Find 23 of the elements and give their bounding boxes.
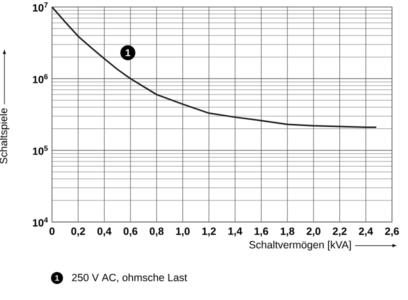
x-tick-label: 2,2 (332, 228, 347, 236)
annotation: 1 (126, 49, 130, 56)
y-tick-label: 10$^{5}$ (32, 146, 48, 155)
x-tick-label: 1,4 (228, 228, 242, 236)
x-tick-label: 0,4 (97, 228, 112, 236)
line-series (51, 6, 378, 128)
x-tick-label: 1,8 (280, 228, 294, 236)
x-axis-title: Schaltvermögen [kVA] (249, 240, 351, 251)
x-tick-label: 2,0 (306, 228, 320, 236)
y-tick-label: 10$^{6}$ (32, 74, 48, 84)
y-axis-title: Schaltspiele (0, 108, 10, 164)
x-tick-label: 0,6 (124, 228, 138, 236)
x-tick-label: 0,2 (71, 228, 85, 236)
x-tick-label: 1,2 (202, 228, 216, 236)
text: 250 V AC, ohmsche Last (72, 274, 188, 282)
x-tick-label: 1,6 (254, 228, 268, 236)
x-tick-label: 0 (49, 228, 54, 235)
y-tick-label: 10$^{7}$ (32, 2, 48, 12)
x-tick-label: 2,4 (358, 228, 374, 236)
x-tick-label: 0,8 (150, 228, 164, 236)
x-tick-label: 2,6 (385, 228, 399, 236)
y-tick-label: 10$^{4}$ (32, 217, 48, 227)
x-tick-label: 1,0 (176, 228, 190, 236)
